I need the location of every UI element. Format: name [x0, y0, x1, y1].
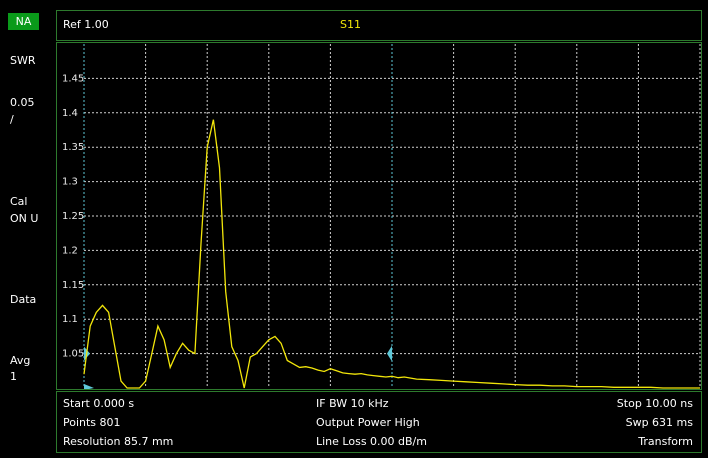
trace-title[interactable]: S11 — [340, 18, 361, 31]
stop-time[interactable]: Stop 10.00 ns — [616, 397, 693, 410]
start-time[interactable]: Start 0.000 s — [63, 397, 135, 410]
sweep-time: Swp 631 ms — [625, 416, 693, 429]
avg-label[interactable]: Avg — [10, 354, 31, 367]
trace-header: Ref 1.00 S11 — [56, 10, 702, 41]
chart-svg: 1.05 1.1 1.15 1.2 1.25 1.3 1.35 1.4 1.45 — [56, 42, 702, 390]
y-tick-label: 1.35 — [62, 142, 84, 153]
plot-border — [56, 42, 702, 390]
y-tick-label: 1.1 — [62, 314, 78, 325]
resolution: Resolution 85.7 mm — [63, 435, 174, 448]
s11-trace-line — [83, 119, 700, 389]
scale-value[interactable]: 0.05 — [10, 96, 35, 109]
line-loss[interactable]: Line Loss 0.00 dB/m — [316, 435, 427, 448]
y-tick-label: 1.25 — [62, 211, 84, 222]
output-power[interactable]: Output Power High — [316, 416, 420, 429]
sweep-info-footer: Start 0.000 s Points 801 Resolution 85.7… — [56, 391, 702, 453]
format-label[interactable]: SWR — [10, 54, 36, 67]
cal-label[interactable]: Cal — [10, 195, 28, 208]
left-info-panel: NA SWR 0.05 / Cal ON U Data Avg 1 — [0, 0, 56, 458]
grid-lines — [83, 44, 701, 388]
data-label[interactable]: Data — [10, 293, 37, 306]
chart-area[interactable]: 1.05 1.1 1.15 1.2 1.25 1.3 1.35 1.4 1.45 — [56, 42, 702, 390]
y-tick-label: 1.4 — [62, 108, 78, 119]
y-tick-label: 1.3 — [62, 177, 78, 188]
y-tick-labels: 1.05 1.1 1.15 1.2 1.25 1.3 1.35 1.4 1.45 — [62, 73, 84, 359]
gate-stop-marker[interactable] — [387, 345, 392, 362]
y-tick-label: 1.15 — [62, 280, 84, 291]
plot-background — [56, 42, 702, 390]
transform-label[interactable]: Transform — [638, 435, 693, 448]
reference-level[interactable]: Ref 1.00 — [63, 18, 109, 31]
y-tick-label: 1.05 — [62, 349, 84, 360]
start-time-marker[interactable] — [84, 384, 94, 390]
y-tick-label: 1.45 — [62, 73, 84, 84]
mode-badge[interactable]: NA — [8, 13, 39, 30]
points-count[interactable]: Points 801 — [63, 416, 121, 429]
y-tick-label: 1.2 — [62, 245, 78, 256]
cal-status: ON U — [10, 212, 39, 225]
scale-unit: / — [10, 113, 14, 126]
if-bandwidth[interactable]: IF BW 10 kHz — [316, 397, 389, 410]
avg-count: 1 — [10, 370, 17, 383]
